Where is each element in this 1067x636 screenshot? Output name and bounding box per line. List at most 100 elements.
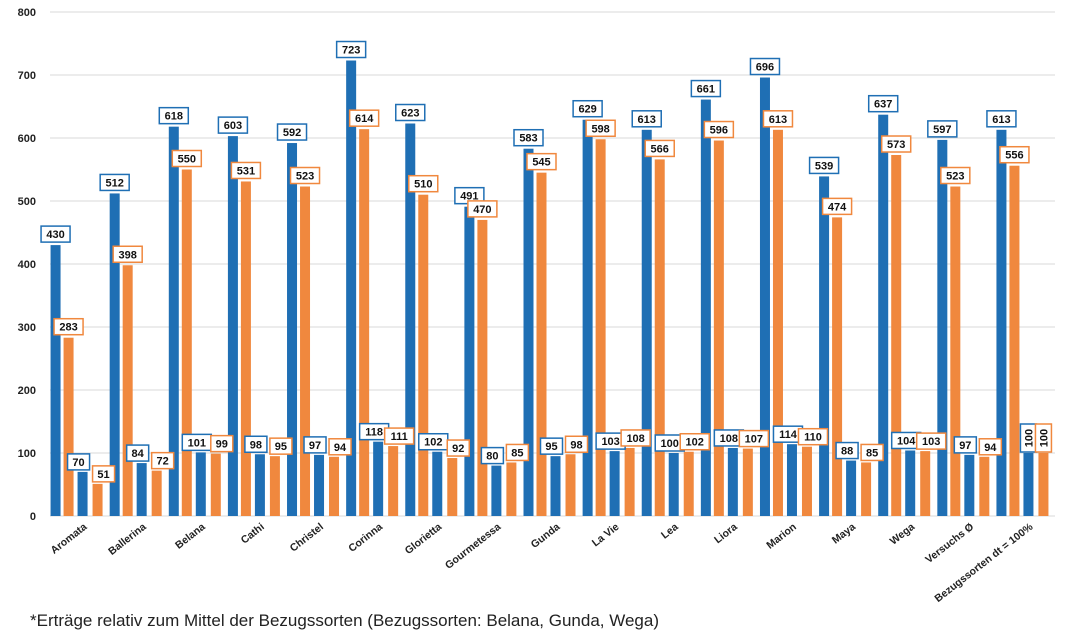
bar (832, 217, 843, 516)
bar (920, 451, 931, 516)
data-label-box (986, 110, 1017, 128)
bar (136, 463, 147, 516)
data-label: 111 (391, 431, 408, 443)
data-label: 100 (661, 438, 679, 450)
bar (346, 60, 357, 516)
data-label-box (66, 453, 91, 471)
data-label: 101 (188, 437, 206, 449)
bar (287, 143, 298, 517)
bar (373, 441, 384, 516)
bar (713, 140, 724, 516)
data-label-box (446, 439, 471, 457)
data-label: 99 (216, 439, 228, 451)
bar (359, 129, 370, 516)
bar (536, 172, 547, 516)
bar (477, 219, 488, 516)
bar (405, 123, 416, 516)
data-label: 98 (250, 439, 262, 451)
data-label-box (585, 119, 616, 138)
bar (668, 453, 679, 516)
data-label-box (915, 432, 947, 450)
bar (861, 462, 872, 516)
data-label-box (328, 438, 352, 456)
bars (50, 60, 1049, 517)
data-label-box (762, 110, 794, 128)
data-label-box (269, 437, 293, 455)
bar (565, 454, 576, 516)
data-label: 603 (224, 120, 242, 132)
bar (683, 451, 694, 516)
data-label-box (644, 139, 675, 158)
x-axis: Aromata Ballerina Belana Cathi Christel Corin… (48, 520, 1035, 604)
data-label-box (749, 57, 781, 76)
data-label: 85 (866, 447, 878, 459)
x-tick-label: Gunda (529, 521, 563, 551)
data-label: 114 (779, 429, 798, 441)
data-label-box (953, 436, 978, 454)
data-label: 556 (1005, 150, 1023, 162)
x-tick-label: Christel (288, 521, 326, 555)
data-label-box (526, 152, 557, 171)
data-label: 637 (874, 99, 892, 111)
bar (964, 454, 975, 516)
bar (122, 265, 133, 516)
data-label-box (572, 99, 603, 118)
bar (772, 129, 783, 516)
x-tick-label: Gourmetessa (443, 521, 503, 572)
data-label: 550 (178, 154, 196, 166)
bar (388, 446, 399, 516)
data-label-box (821, 197, 853, 216)
data-label: 629 (578, 104, 596, 116)
data-label: 84 (132, 448, 145, 460)
bar (418, 194, 429, 516)
data-label-box (383, 427, 415, 445)
data-label: 696 (756, 62, 774, 74)
x-tick-label: Corinna (346, 521, 385, 555)
data-label-box (797, 427, 829, 446)
data-label: 723 (342, 45, 360, 57)
data-label: 102 (686, 437, 704, 449)
y-tick-label: 0 (30, 511, 36, 523)
data-label: 110 (804, 432, 822, 444)
bar (1009, 165, 1020, 516)
y-tick-label: 200 (18, 385, 36, 397)
data-label-box (171, 149, 203, 168)
bar (447, 458, 458, 516)
data-label: 100 (1038, 429, 1050, 447)
bar (210, 453, 221, 516)
bar (329, 456, 340, 516)
data-label: 618 (165, 111, 183, 123)
data-label: 80 (486, 451, 498, 463)
data-label-box (112, 245, 143, 264)
data-label-box (244, 435, 268, 454)
data-label: 70 (72, 457, 84, 469)
data-label-box (867, 94, 899, 113)
bar (195, 452, 206, 516)
x-tick-label: Bezugssorten dt = 100% (932, 520, 1035, 604)
bar (109, 193, 120, 516)
data-label: 103 (922, 436, 940, 448)
data-label: 430 (46, 229, 64, 241)
data-label-box (99, 173, 130, 192)
bar (624, 447, 635, 516)
bar (300, 186, 311, 516)
data-label-box (835, 441, 859, 460)
data-label-box (564, 435, 589, 454)
bar (491, 465, 502, 516)
bar (801, 446, 812, 516)
data-label-box (230, 161, 262, 180)
bar (979, 456, 990, 516)
bar (654, 159, 665, 517)
data-label: 539 (815, 160, 833, 172)
x-tick-label: Belana (173, 521, 208, 552)
data-label: 661 (697, 84, 715, 96)
data-label-box (217, 116, 249, 134)
data-label: 545 (532, 157, 550, 169)
data-labels: 430 283 70 51 512 398 84 72 618 550 101 99 603 531 98 9… (40, 40, 1053, 483)
data-label: 491 (460, 191, 478, 203)
data-label-box (505, 443, 530, 462)
data-label: 613 (638, 114, 656, 126)
bar (905, 450, 916, 516)
data-label-box (738, 429, 770, 448)
